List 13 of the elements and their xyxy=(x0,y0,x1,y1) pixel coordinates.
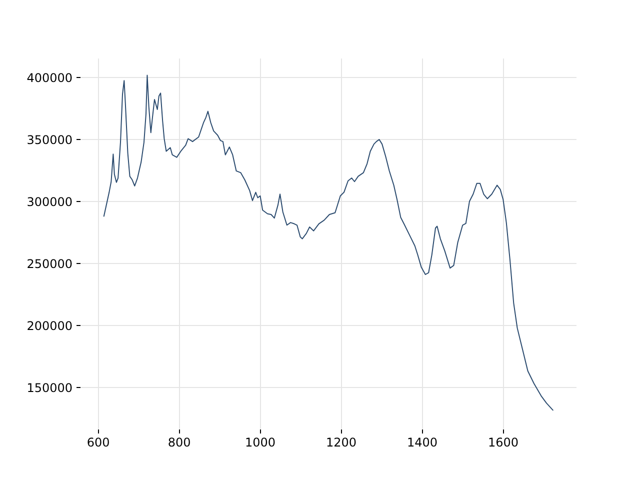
line-series xyxy=(103,74,554,411)
y-tick-label: 200000 xyxy=(26,318,72,333)
x-tick-label: 1000 xyxy=(245,436,276,450)
x-tick-label: 1200 xyxy=(326,436,357,450)
y-tick-label: 400000 xyxy=(26,70,72,85)
y-tick-label: 300000 xyxy=(26,194,72,209)
x-tick-label: 1400 xyxy=(406,436,438,450)
y-tick-label: 150000 xyxy=(26,380,72,395)
y-tick-label: 250000 xyxy=(26,256,72,271)
x-tick-label: 1600 xyxy=(488,436,518,450)
x-tick-label: 600 xyxy=(86,436,110,450)
x-tick-label: 800 xyxy=(168,436,191,450)
y-tick-label: 350000 xyxy=(26,132,72,147)
